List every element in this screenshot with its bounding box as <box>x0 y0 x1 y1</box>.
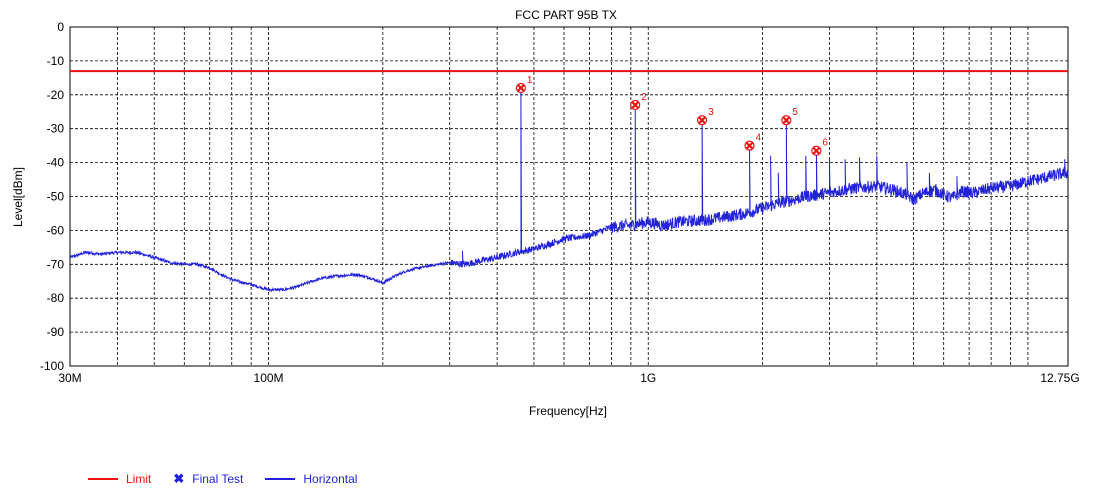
y-tick-label: -80 <box>47 291 65 305</box>
legend-item-limit: Limit <box>88 472 151 486</box>
final-test-marker-label: 6 <box>822 138 828 149</box>
y-tick-label: -30 <box>47 122 65 136</box>
y-tick-label: -100 <box>40 359 64 373</box>
chart-title: FCC PART 95B TX <box>515 8 617 22</box>
y-tick-label: -70 <box>47 257 65 271</box>
series-horizontal-line <box>69 87 1069 293</box>
legend-horizontal-label: Horizontal <box>303 472 358 486</box>
y-tick-label: -20 <box>47 88 65 102</box>
y-tick-label: -60 <box>47 223 65 237</box>
y-axis-label: Level[dBm] <box>11 167 25 227</box>
legend: Limit ✖ Final Test Horizontal <box>88 472 379 486</box>
final-test-marker-label: 2 <box>641 92 647 103</box>
final-test-marker-label: 5 <box>792 107 798 118</box>
x-tick-label: 1G <box>640 371 656 385</box>
x-tick-label: 30M <box>58 371 81 385</box>
legend-horizontal-line-icon <box>265 478 296 480</box>
final-test-marker-cross <box>782 116 791 125</box>
legend-final-test-cross-icon: ✖ <box>173 471 185 486</box>
x-tick-label: 12.75G <box>1040 371 1079 385</box>
y-tick-label: 0 <box>57 20 64 34</box>
final-test-marker-label: 1 <box>527 75 533 86</box>
legend-item-horizontal: Horizontal <box>265 472 357 486</box>
legend-limit-label: Limit <box>126 472 152 486</box>
y-tick-label: -90 <box>47 325 65 339</box>
x-tick-label: 100M <box>254 371 284 385</box>
legend-limit-line-icon <box>88 478 118 480</box>
legend-final-test-label: Final Test <box>192 472 244 486</box>
final-test-marker-cross <box>698 116 706 125</box>
final-test-marker-label: 3 <box>708 107 714 118</box>
final-test-marker-cross <box>812 146 821 155</box>
y-tick-label: -10 <box>47 54 65 68</box>
final-test-marker-cross <box>745 141 754 150</box>
y-tick-label: -50 <box>47 190 65 204</box>
x-axis-label: Frequency[Hz] <box>529 404 607 418</box>
final-test-marker-cross <box>517 84 525 92</box>
final-test-marker-label: 4 <box>756 133 762 144</box>
y-tick-label: -40 <box>47 156 65 170</box>
final-test-marker-cross <box>631 101 639 109</box>
legend-item-final-test: ✖ Final Test <box>173 472 243 486</box>
